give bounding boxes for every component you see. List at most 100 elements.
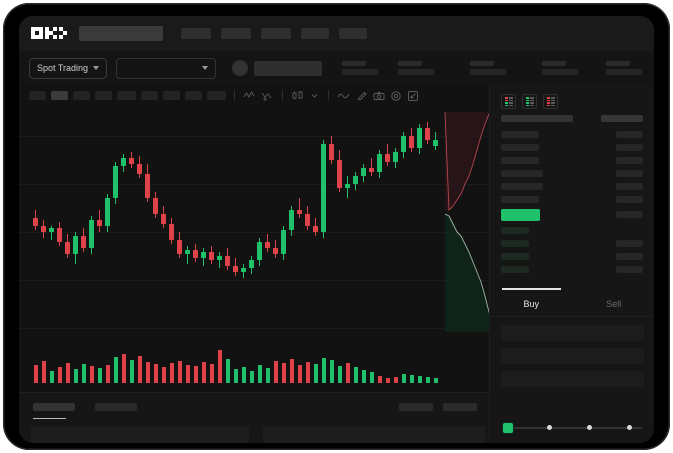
- pencil-icon[interactable]: [356, 90, 368, 102]
- volume-bar: [121, 354, 126, 383]
- nav-item-1[interactable]: [181, 28, 211, 39]
- candle-body: [233, 266, 238, 272]
- timeframe-button-6[interactable]: [141, 91, 158, 100]
- tab-sell[interactable]: Sell: [573, 291, 655, 316]
- orderbook-bid-price: [501, 253, 529, 260]
- volume-bar: [401, 374, 406, 383]
- volume-bar: [193, 366, 198, 383]
- timeframe-button-1[interactable]: [29, 91, 46, 100]
- timeframe-button-9[interactable]: [207, 91, 226, 100]
- candle-body: [265, 242, 270, 248]
- total-field[interactable]: [501, 371, 644, 387]
- candle-body: [249, 260, 254, 268]
- tab-buy[interactable]: Buy: [490, 288, 573, 316]
- okx-logo-icon[interactable]: [31, 27, 67, 40]
- ticker-stat-value: [470, 69, 507, 75]
- candle-body: [417, 128, 422, 148]
- market-type-dropdown[interactable]: Spot Trading: [29, 57, 108, 79]
- chart-gridline: [19, 136, 489, 137]
- orderbook-ask-price: [501, 157, 539, 164]
- volume-bar: [369, 372, 374, 383]
- candle-body: [153, 198, 158, 214]
- pair-avatar: [232, 60, 249, 76]
- ticker-stat-label: [542, 61, 567, 66]
- volume-bar: [425, 377, 430, 383]
- orderbook-ask-price: [501, 144, 539, 151]
- slider-stop-25[interactable]: [547, 425, 552, 430]
- orderbook-ask-price: [501, 131, 539, 138]
- ticker-stat-3: [470, 61, 507, 75]
- compare-icon[interactable]: [261, 90, 274, 101]
- nav-search[interactable]: [79, 26, 163, 41]
- candle-wick: [299, 198, 300, 218]
- timeframe-button-8[interactable]: [185, 91, 202, 100]
- candle-body: [81, 236, 86, 248]
- chevron-down-icon[interactable]: [309, 90, 320, 101]
- slider-stop-75[interactable]: [627, 425, 632, 430]
- orderbook-mode-both-icon[interactable]: [501, 94, 516, 109]
- bottom-action-2[interactable]: [443, 403, 477, 411]
- volume-bar: [33, 365, 38, 383]
- orderbook-ask-amount: [616, 157, 643, 164]
- price-field[interactable]: [501, 325, 644, 341]
- orderbook-mode-bids-icon[interactable]: [522, 94, 537, 109]
- candle-body: [289, 210, 294, 230]
- candle-body: [281, 230, 286, 254]
- volume-bar: [105, 365, 110, 383]
- volume-bar: [385, 378, 390, 383]
- bottom-tab-open-orders[interactable]: [33, 403, 75, 419]
- volume-bar: [161, 367, 166, 383]
- candle-body: [353, 176, 358, 184]
- orderbook-ask-amount: [616, 144, 643, 151]
- orderbook-mode-asks-icon[interactable]: [543, 94, 558, 109]
- orderbook-header-left: [501, 115, 573, 122]
- bottom-content-block-2: [263, 426, 485, 443]
- nav-item-2[interactable]: [221, 28, 251, 39]
- volume-bar: [281, 363, 286, 383]
- slider-handle[interactable]: [503, 423, 513, 433]
- bottom-action-1[interactable]: [399, 403, 433, 411]
- chart-toolbar: [19, 85, 654, 106]
- volume-bar: [361, 370, 366, 383]
- camera-icon[interactable]: [373, 90, 385, 102]
- nav-item-4[interactable]: [301, 28, 329, 39]
- slider-stop-50[interactable]: [587, 425, 592, 430]
- timeframe-button-5[interactable]: [117, 91, 136, 100]
- device-frame: Spot Trading: [3, 3, 670, 450]
- candle-body: [33, 218, 38, 226]
- order-form-tabs: Buy Sell: [490, 288, 655, 317]
- ticker-stat-value: [342, 69, 379, 75]
- amount-percent-slider[interactable]: [503, 422, 642, 434]
- volume-bar: [273, 361, 278, 383]
- timeframe-button-7[interactable]: [163, 91, 180, 100]
- orderbook-last-amount: [616, 211, 643, 218]
- orderbook-rows[interactable]: [490, 115, 654, 287]
- volume-bar: [145, 362, 150, 383]
- fullscreen-icon[interactable]: [407, 90, 419, 102]
- amount-field[interactable]: [501, 348, 644, 364]
- timeframe-button-4[interactable]: [95, 91, 112, 100]
- orderbook-ask-amount: [616, 196, 643, 203]
- candle-body: [401, 136, 406, 152]
- timeframe-button-3[interactable]: [73, 91, 90, 100]
- volume-bar: [81, 364, 86, 383]
- candle-wick: [51, 226, 52, 240]
- price-candlestick-chart[interactable]: [19, 106, 489, 336]
- line-chart-icon[interactable]: [337, 90, 351, 101]
- candle-body: [97, 220, 102, 226]
- candle-body: [177, 240, 182, 254]
- nav-item-3[interactable]: [261, 28, 291, 39]
- volume-bar: [265, 368, 270, 383]
- bottom-tab-order-history[interactable]: [95, 403, 137, 411]
- orderbook-ask-amount: [616, 170, 643, 177]
- tab-sell-label: Sell: [606, 298, 622, 309]
- orderbook-ask-price: [501, 196, 539, 203]
- nav-item-5[interactable]: [339, 28, 367, 39]
- settings-gear-icon[interactable]: [390, 90, 402, 102]
- candle-type-icon[interactable]: [291, 90, 304, 101]
- pair-select[interactable]: [116, 57, 217, 79]
- indicator-icon[interactable]: [243, 90, 256, 101]
- candle-body: [65, 242, 70, 254]
- candle-body: [57, 228, 62, 242]
- timeframe-button-2[interactable]: [51, 91, 68, 100]
